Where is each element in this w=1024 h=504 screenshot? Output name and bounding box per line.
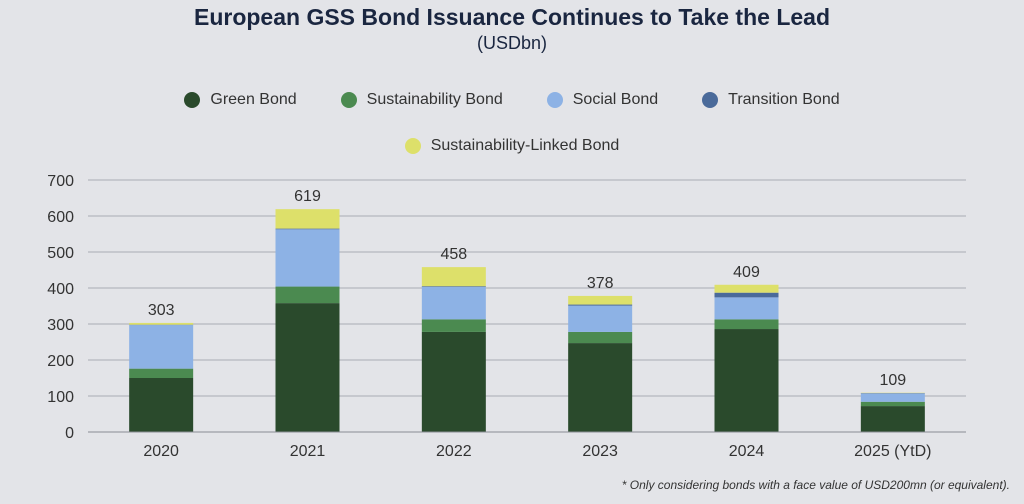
y-tick-label: 700 [47,173,74,190]
bar-segment-green-bond [714,329,779,432]
y-tick-label: 500 [47,245,74,262]
legend-swatch [702,92,719,108]
legend-swatch [404,138,421,154]
bar-segment-green-bond [421,331,486,432]
bar-total-label: 409 [733,264,760,281]
bar-segment-social-bond [714,297,779,320]
footnote: * Only considering bonds with a face val… [621,478,1010,492]
x-tick-label: 2022 [436,443,472,460]
bar-total-label: 303 [148,302,175,319]
bar-segment-sustainability-bond [129,368,194,378]
y-tick-label: 300 [47,317,74,334]
x-tick-label: 2025 (YtD) [854,443,931,460]
legend-item-transition-bond: Transition Bond [702,91,840,109]
y-tick-label: 0 [65,425,74,442]
bar-segment-transition-bond [275,228,340,230]
x-tick-label: 2023 [582,443,618,460]
bar-segment-sustainability-bond [421,319,486,332]
x-tick-label: 2024 [729,443,765,460]
legend-swatch [546,92,563,108]
legend-item-sustainability-bond: Sustainability Bond [340,91,503,109]
legend-item-sustainability-linked-bond: Sustainability-Linked Bond [404,137,620,155]
x-tick-label: 2021 [290,443,326,460]
bar-segment-transition-bond [568,304,633,306]
bar-segment-green-bond [860,406,925,432]
bar-total-label: 458 [440,246,467,263]
legend-swatch [340,92,357,108]
bar-segment-social-bond [129,325,194,369]
y-tick-label: 400 [47,281,74,298]
legend: Green Bond Sustainability Bond Social Bo… [0,91,1024,109]
legend-label: Transition Bond [728,91,840,108]
legend-item-green-bond: Green Bond [184,91,297,109]
bar-segment-social-bond [860,393,925,402]
bar-segment-green-bond [568,343,633,432]
bar-segment-social-bond [275,229,340,287]
bar-segment-sustainability-linked-bond [275,209,340,229]
bar-segment-sustainability-bond [275,286,340,304]
bar-segment-transition-bond [714,292,779,298]
x-tick-label: 2020 [143,443,179,460]
bar-segment-transition-bond [421,286,486,287]
bar-segment-sustainability-linked-bond [421,267,486,287]
bar-segment-sustainability-bond [714,319,779,330]
y-tick-label: 100 [47,389,74,406]
bar-total-label: 109 [879,372,906,389]
legend-item-social-bond: Social Bond [546,91,659,109]
y-tick-label: 600 [47,209,74,226]
legend-label: Green Bond [210,91,297,108]
bar-segment-green-bond [129,378,194,432]
y-tick-label: 200 [47,353,74,370]
bar-total-label: 619 [294,188,321,205]
bar-segment-sustainability-linked-bond [714,284,779,293]
legend-label: Sustainability Bond [366,91,503,108]
bar-segment-sustainability-bond [568,331,633,344]
bar-segment-sustainability-bond [860,401,925,407]
bar-total-label: 378 [587,275,614,292]
legend-label: Sustainability-Linked Bond [430,137,620,154]
bar-segment-green-bond [275,303,340,432]
bar-segment-social-bond [421,286,486,320]
chart-subtitle: (USDbn) [476,33,547,53]
legend-label: Social Bond [572,91,659,108]
legend-second-row: Sustainability-Linked Bond [0,137,1024,155]
bar-segment-sustainability-linked-bond [568,295,633,305]
bar-segment-social-bond [568,305,633,332]
bar-segment-sustainability-linked-bond [129,322,194,325]
chart-title: European GSS Bond Issuance Continues to … [193,4,830,30]
legend-swatch [184,92,201,108]
